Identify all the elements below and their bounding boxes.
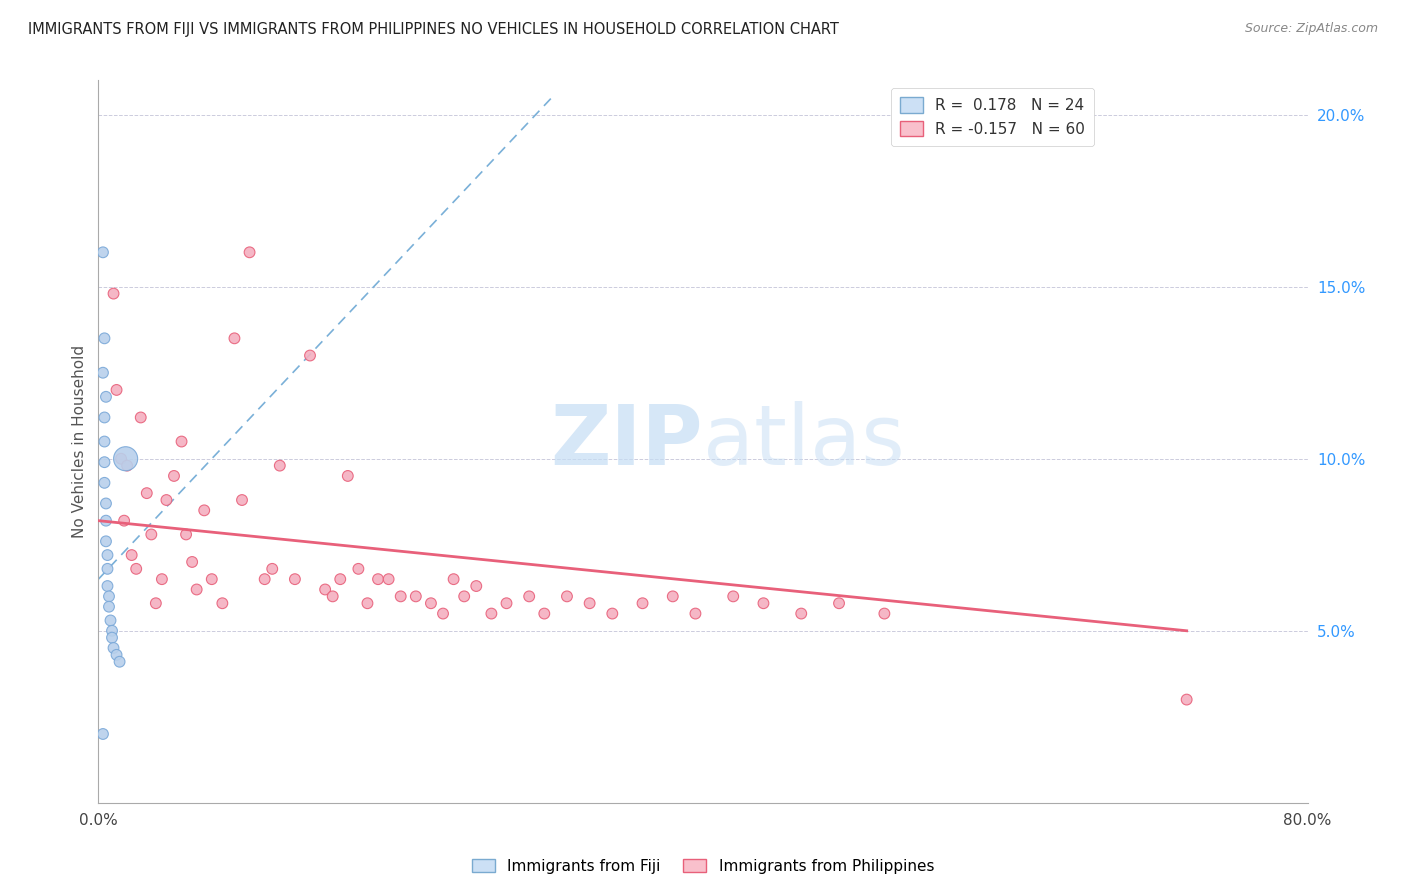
- Point: [98, 590, 121, 604]
- Text: Source: ZipAtlas.com: Source: ZipAtlas.com: [1244, 22, 1378, 36]
- Text: ZIP: ZIP: [551, 401, 703, 482]
- Point: [93, 410, 115, 425]
- Point: [336, 469, 359, 483]
- Point: [329, 572, 352, 586]
- Point: [533, 607, 555, 621]
- Point: [253, 572, 276, 586]
- Point: [96, 579, 118, 593]
- Point: [93, 434, 115, 449]
- Point: [269, 458, 291, 473]
- Point: [481, 607, 503, 621]
- Point: [105, 648, 128, 662]
- Point: [322, 590, 344, 604]
- Point: [239, 245, 262, 260]
- Point: [163, 469, 186, 483]
- Point: [94, 514, 117, 528]
- Point: [96, 548, 118, 562]
- Point: [91, 727, 114, 741]
- Point: [555, 590, 578, 604]
- Point: [94, 534, 117, 549]
- Point: [98, 599, 121, 614]
- Point: [100, 614, 122, 628]
- Point: [170, 434, 193, 449]
- Point: [121, 548, 143, 562]
- Point: [193, 503, 215, 517]
- Point: [93, 331, 115, 345]
- Point: [201, 572, 224, 586]
- Point: [314, 582, 336, 597]
- Point: [723, 590, 745, 604]
- Text: atlas: atlas: [703, 401, 904, 482]
- Point: [101, 624, 124, 638]
- Point: [110, 451, 132, 466]
- Point: [1175, 692, 1198, 706]
- Point: [181, 555, 204, 569]
- Point: [141, 527, 163, 541]
- Point: [93, 455, 115, 469]
- Point: [405, 590, 427, 604]
- Text: IMMIGRANTS FROM FIJI VS IMMIGRANTS FROM PHILIPPINES NO VEHICLES IN HOUSEHOLD COR: IMMIGRANTS FROM FIJI VS IMMIGRANTS FROM …: [28, 22, 839, 37]
- Point: [377, 572, 399, 586]
- Point: [661, 590, 683, 604]
- Point: [211, 596, 233, 610]
- Point: [174, 527, 197, 541]
- Point: [231, 493, 253, 508]
- Point: [91, 366, 114, 380]
- Point: [443, 572, 465, 586]
- Point: [685, 607, 707, 621]
- Point: [94, 496, 117, 510]
- Point: [356, 596, 378, 610]
- Point: [517, 590, 540, 604]
- Point: [752, 596, 775, 610]
- Point: [828, 596, 851, 610]
- Point: [96, 562, 118, 576]
- Point: [389, 590, 412, 604]
- Point: [465, 579, 488, 593]
- Point: [299, 349, 322, 363]
- Point: [91, 245, 114, 260]
- Point: [93, 475, 115, 490]
- Point: [224, 331, 246, 345]
- Point: [129, 410, 152, 425]
- Point: [150, 572, 173, 586]
- Legend: Immigrants from Fiji, Immigrants from Philippines: Immigrants from Fiji, Immigrants from Ph…: [465, 853, 941, 880]
- Point: [135, 486, 157, 500]
- Y-axis label: No Vehicles in Household: No Vehicles in Household: [72, 345, 87, 538]
- Point: [115, 458, 138, 473]
- Point: [155, 493, 177, 508]
- Point: [284, 572, 307, 586]
- Point: [453, 590, 475, 604]
- Point: [347, 562, 370, 576]
- Point: [367, 572, 389, 586]
- Point: [125, 562, 148, 576]
- Point: [578, 596, 600, 610]
- Legend: R =  0.178   N = 24, R = -0.157   N = 60: R = 0.178 N = 24, R = -0.157 N = 60: [891, 88, 1094, 146]
- Point: [145, 596, 167, 610]
- Point: [112, 514, 135, 528]
- Point: [432, 607, 454, 621]
- Point: [101, 631, 124, 645]
- Point: [105, 383, 128, 397]
- Point: [790, 607, 813, 621]
- Point: [262, 562, 284, 576]
- Point: [114, 451, 136, 466]
- Point: [873, 607, 896, 621]
- Point: [103, 286, 125, 301]
- Point: [420, 596, 443, 610]
- Point: [103, 640, 125, 655]
- Point: [94, 390, 117, 404]
- Point: [631, 596, 654, 610]
- Point: [602, 607, 624, 621]
- Point: [186, 582, 208, 597]
- Point: [495, 596, 517, 610]
- Point: [108, 655, 131, 669]
